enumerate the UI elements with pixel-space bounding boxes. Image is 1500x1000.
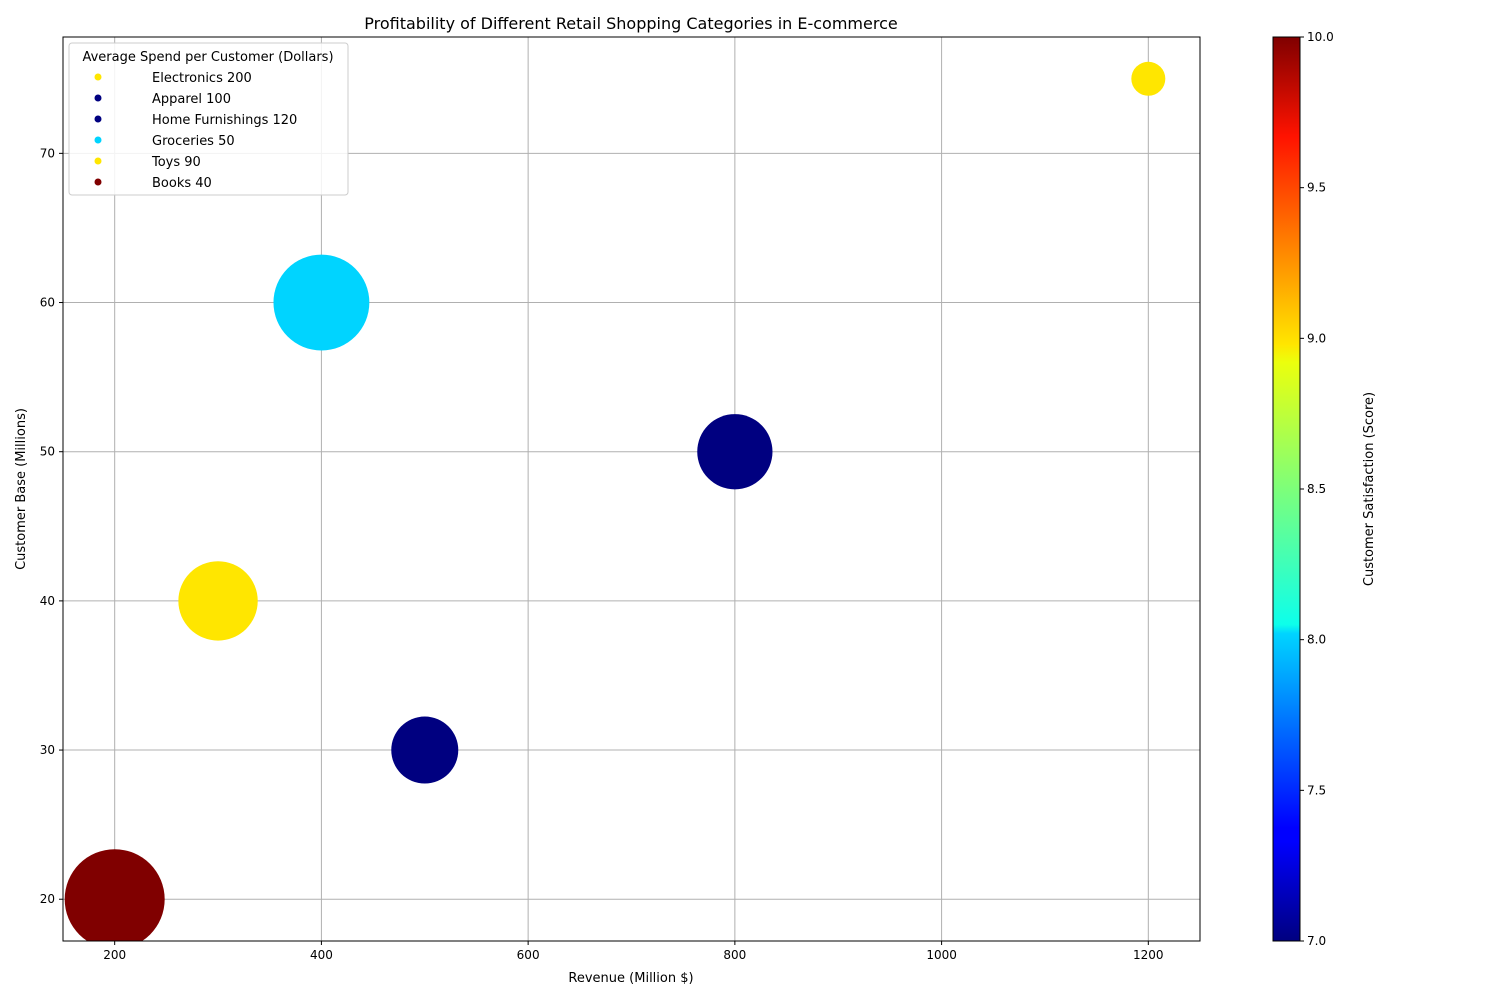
colorbar-tick-label: 8.0: [1307, 633, 1326, 647]
bubble-point: [391, 716, 459, 784]
y-tick-label: 40: [40, 594, 55, 608]
legend-marker: [94, 115, 102, 123]
y-tick-label: 60: [40, 296, 55, 310]
legend-entry-label: Home Furnishings 120: [152, 113, 297, 128]
x-tick-label: 1200: [1133, 948, 1164, 962]
bubble-point: [1131, 61, 1166, 96]
legend-entry-label: Electronics 200: [152, 71, 252, 86]
x-axis: 200 400 600 800 1000 1200: [103, 941, 1164, 962]
plot-frame: [62, 36, 1201, 942]
bubble-point: [273, 254, 370, 351]
bubble-point: [178, 561, 258, 641]
x-tick-label: 800: [723, 948, 746, 962]
y-tick-label: 20: [40, 892, 55, 906]
chart-title: Profitability of Different Retail Shoppi…: [364, 14, 897, 33]
x-tick-label: 600: [517, 948, 540, 962]
legend-entry-label: Groceries 50: [152, 134, 235, 149]
legend-marker: [94, 178, 102, 186]
legend-marker: [94, 157, 102, 165]
legend-entry-label: Apparel 100: [152, 92, 231, 107]
colorbar-tick-label: 9.5: [1307, 181, 1326, 195]
colorbar-label: Customer Satisfaction (Score): [1362, 392, 1377, 586]
colorbar-tick-label: 10.0: [1307, 30, 1334, 44]
bubble-series: [64, 61, 1166, 941]
x-tick-label: 1000: [926, 948, 957, 962]
legend-marker: [94, 94, 102, 102]
x-tick-label: 400: [310, 948, 333, 962]
y-tick-label: 30: [40, 743, 55, 757]
legend: Average Spend per Customer (Dollars) Ele…: [68, 42, 349, 196]
colorbar-tick-label: 7.0: [1307, 934, 1326, 948]
bubble-point: [697, 414, 773, 490]
x-axis-label: Revenue (Million $): [568, 971, 693, 986]
legend-entry-label: Books 40: [152, 176, 212, 191]
legend-entry-label: Toys 90: [151, 155, 201, 170]
colorbar: 7.0 7.5 8.0 8.5 9.0 9.5 10.0 Customer Satisfac…: [1272, 30, 1377, 948]
x-tick-label: 200: [103, 948, 126, 962]
legend-marker: [94, 136, 102, 144]
legend-title: Average Spend per Customer (Dollars): [82, 50, 333, 65]
y-tick-label: 70: [40, 146, 55, 160]
y-axis-label: Customer Base (Millions): [14, 408, 29, 570]
legend-box: [68, 42, 349, 196]
colorbar-tick-label: 7.5: [1307, 783, 1326, 797]
colorbar-gradient: [1272, 36, 1301, 942]
bubble-point: [64, 849, 165, 941]
colorbar-tick-label: 9.0: [1307, 331, 1326, 345]
y-axis: 20 30 40 50 60 70: [40, 146, 63, 906]
legend-marker: [94, 73, 102, 81]
colorbar-tick-label: 8.5: [1307, 482, 1326, 496]
y-tick-label: 50: [40, 445, 55, 459]
